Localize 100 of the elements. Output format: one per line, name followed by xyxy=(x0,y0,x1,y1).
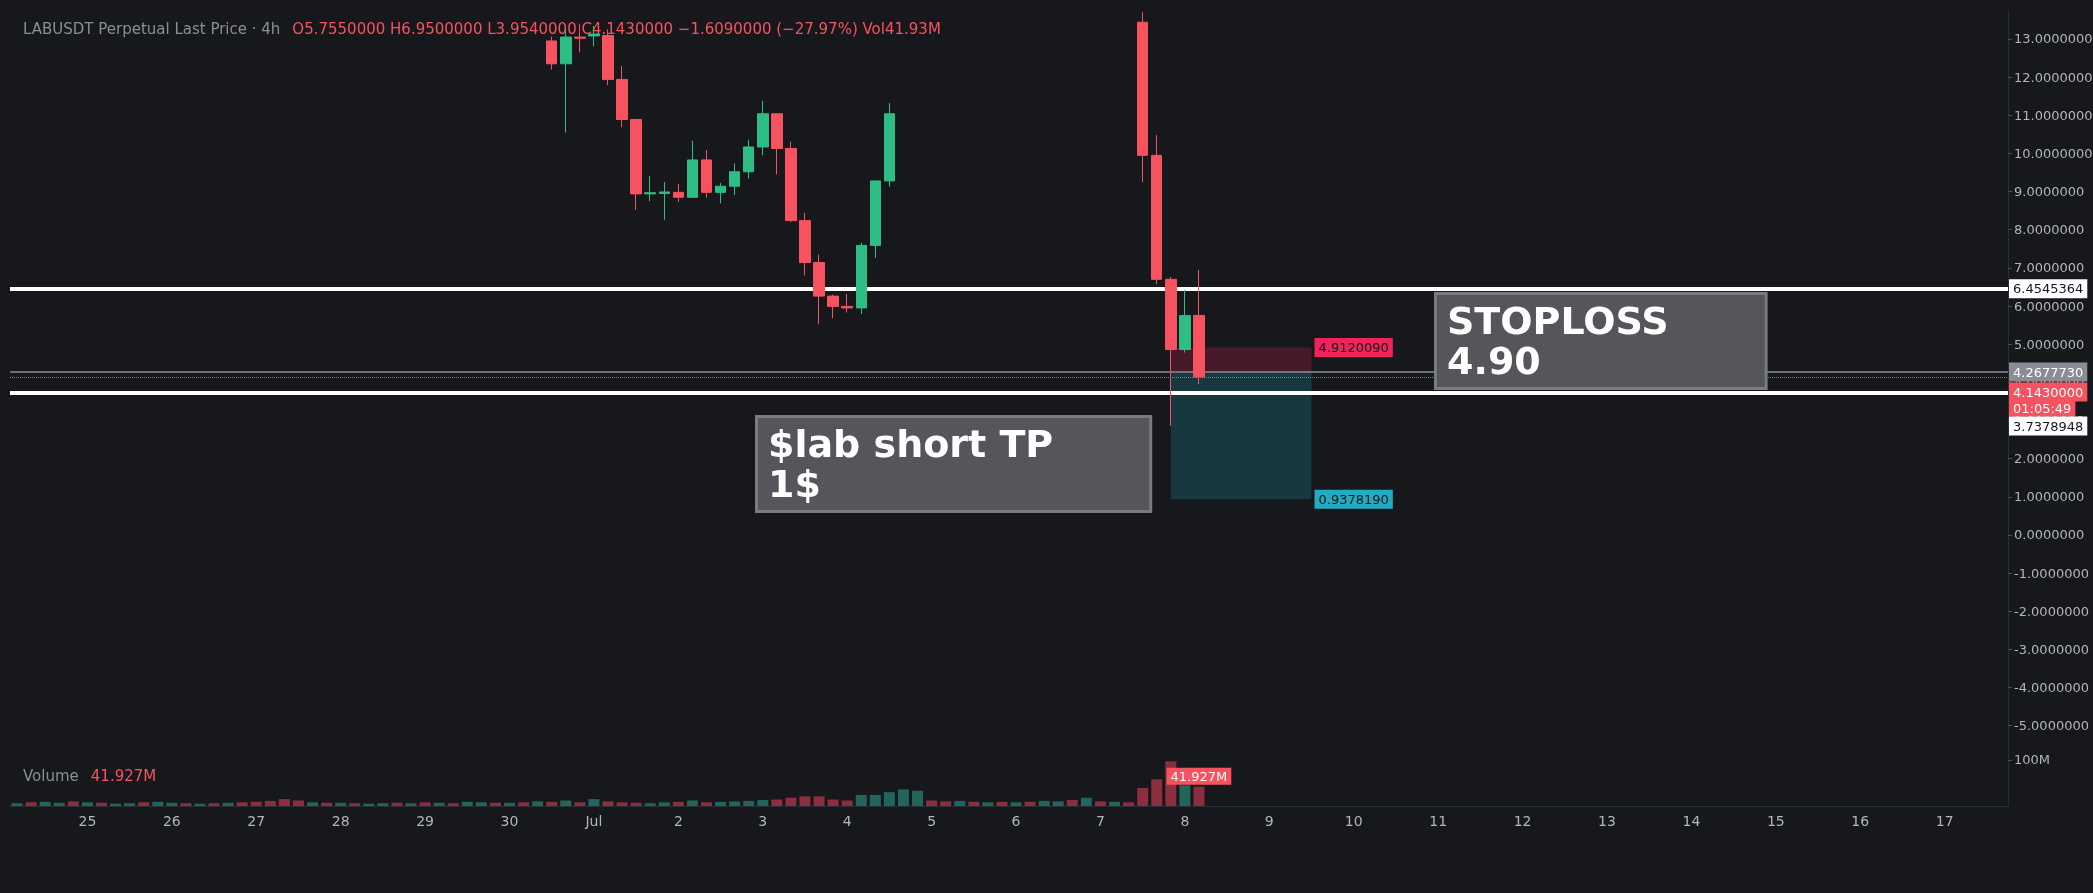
x-tick-label: 4 xyxy=(842,813,852,829)
x-tick-label: 30 xyxy=(500,813,519,829)
bar xyxy=(475,802,487,806)
bar xyxy=(1123,802,1135,806)
candlestick xyxy=(630,118,642,211)
x-tick-label: 26 xyxy=(162,813,181,829)
x-tick-label: 2 xyxy=(673,813,683,829)
bar xyxy=(588,799,600,806)
ref-line-label: 3.7378948 xyxy=(2013,418,2084,434)
ref-line-label: 4.2677730 xyxy=(2013,364,2084,380)
bar xyxy=(897,789,909,806)
bar xyxy=(1193,786,1205,806)
y-tick-label: 12.0000000 xyxy=(2014,69,2093,85)
y-tick-label: 11.0000000 xyxy=(2014,107,2093,123)
bar xyxy=(1024,801,1036,806)
y-tick-label: 5.0000000 xyxy=(2014,336,2085,352)
bar xyxy=(841,800,853,806)
text: O5.7550000 H6.9500000 L3.9540000 C4.1430000 −1.6090000 (−27.97%) Vol41.93M xyxy=(292,19,941,38)
ref-line-label: 6.4545364 xyxy=(2013,281,2084,297)
bar xyxy=(321,802,333,806)
y-tick-label: -1.0000000 xyxy=(2014,565,2089,581)
candlestick xyxy=(1151,134,1162,285)
bar xyxy=(433,802,445,806)
bar xyxy=(11,803,23,806)
text: 01:05:49 xyxy=(2013,400,2072,416)
bar xyxy=(489,802,501,806)
y-tick-label: -2.0000000 xyxy=(2014,603,2089,619)
bar xyxy=(307,802,319,806)
y-tick-label: -3.0000000 xyxy=(2014,641,2089,657)
bar xyxy=(954,800,966,806)
bar xyxy=(574,802,586,806)
bar xyxy=(504,802,515,806)
bar xyxy=(715,801,727,806)
x-tick-label: 28 xyxy=(331,813,350,829)
bar xyxy=(39,801,51,806)
bar xyxy=(616,802,628,806)
bar xyxy=(236,802,248,806)
bar xyxy=(771,799,783,806)
bar xyxy=(827,799,839,806)
y-tick-label: 1.0000000 xyxy=(2014,489,2085,505)
candlestick xyxy=(701,149,712,199)
bar xyxy=(461,801,473,806)
y-tick-label: 13.0000000 xyxy=(2014,31,2093,47)
y-tick-label: 6.0000000 xyxy=(2014,298,2085,314)
y-tick-label: 10.0000000 xyxy=(2014,145,2093,161)
bar xyxy=(968,801,980,806)
candlestick xyxy=(644,175,656,202)
bar xyxy=(53,802,65,806)
candlestick xyxy=(827,294,839,319)
bar xyxy=(222,802,234,806)
bar xyxy=(208,803,220,806)
x-tick-label: 9 xyxy=(1264,813,1274,829)
bar xyxy=(700,802,712,806)
band-label: 0.9378190 xyxy=(1318,491,1389,507)
annotation: STOPLOSS 4.90 xyxy=(1447,299,1669,383)
bar xyxy=(264,800,276,806)
x-tick-label: 15 xyxy=(1766,813,1785,829)
bar xyxy=(532,801,544,806)
bar xyxy=(729,801,741,806)
bar xyxy=(81,802,93,806)
bar xyxy=(335,802,347,806)
candlestick xyxy=(616,65,628,128)
bar xyxy=(1052,801,1064,806)
bar xyxy=(799,796,811,806)
y-tick-label: 8.0000000 xyxy=(2014,222,2085,238)
text: LABUSDT Perpetual Last Price · 4h xyxy=(23,19,281,38)
bar xyxy=(883,792,895,806)
y-tick-label: -5.0000000 xyxy=(2014,718,2089,734)
candlestick xyxy=(799,212,811,277)
bar xyxy=(419,802,431,806)
x-tick-label: 8 xyxy=(1180,813,1190,829)
bar xyxy=(278,799,290,806)
x-tick-label: 11 xyxy=(1429,813,1448,829)
annotation: $lab short TP 1$ xyxy=(768,422,1054,506)
bar xyxy=(1080,797,1092,806)
candlestick xyxy=(856,242,867,315)
y-tick-label: 7.0000000 xyxy=(2014,260,2085,276)
text: Volume xyxy=(23,766,79,785)
candlestick xyxy=(884,102,895,188)
x-tick-label: 7 xyxy=(1096,813,1105,829)
bar xyxy=(124,803,136,806)
bar xyxy=(1137,788,1149,806)
bar xyxy=(1094,801,1106,806)
x-tick-label: 5 xyxy=(927,813,937,829)
x-tick-label: 17 xyxy=(1935,813,1954,829)
y-tick-label: 0.0000000 xyxy=(2014,527,2085,543)
bar xyxy=(757,800,769,806)
candlestick xyxy=(813,254,825,325)
y-tick-label: 2.0000000 xyxy=(2014,451,2085,467)
bar xyxy=(1179,785,1191,806)
x-tick-label: 16 xyxy=(1851,813,1870,829)
bar xyxy=(518,802,530,806)
ref-line-label: 4.1430000 xyxy=(2013,384,2084,400)
bar xyxy=(1038,800,1050,806)
candlestick xyxy=(757,100,769,156)
bar xyxy=(855,794,867,806)
bar xyxy=(743,800,755,806)
bar xyxy=(250,801,262,806)
bar xyxy=(813,796,825,806)
candlestick xyxy=(870,180,881,259)
